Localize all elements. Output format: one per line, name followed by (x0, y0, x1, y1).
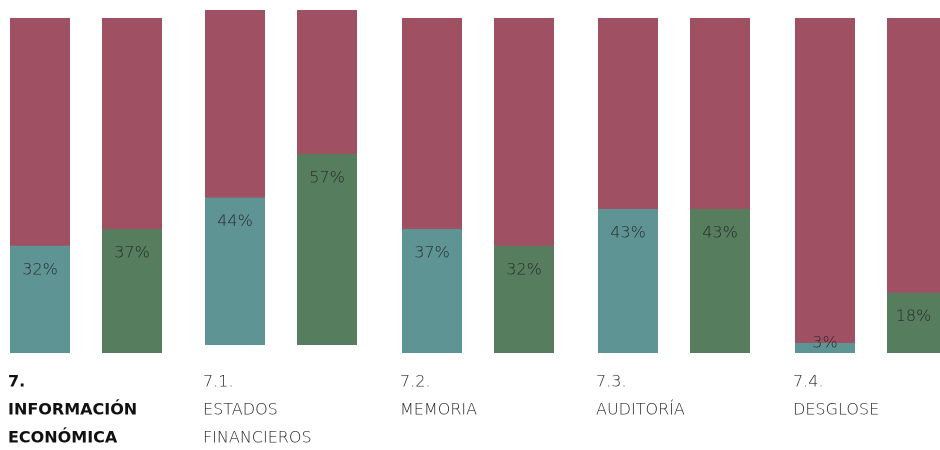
value-label: 44% (217, 211, 253, 230)
bar (887, 292, 940, 353)
category-label: 7.4. (793, 372, 824, 391)
category-label: INFORMACIÓN (8, 400, 137, 419)
category-label: DESGLOSE (793, 400, 879, 419)
bar (690, 208, 750, 353)
bar (297, 154, 357, 345)
bar (494, 245, 554, 353)
category-label: AUDITORÍA (596, 400, 685, 419)
bar (795, 342, 855, 353)
value-label: 43% (610, 222, 646, 241)
bar (598, 208, 658, 353)
bar (402, 229, 462, 353)
bar (10, 245, 70, 353)
bar-remainder (795, 18, 855, 353)
value-label: 32% (22, 259, 58, 278)
category-label: 7.2. (400, 372, 431, 391)
category-label: 7.3. (596, 372, 627, 391)
value-label: 3% (812, 333, 837, 352)
category-label: ECONÓMICA (8, 428, 118, 447)
value-label: 43% (702, 222, 738, 241)
category-label: 7.1. (203, 372, 234, 391)
category-label: MEMORIA (400, 400, 477, 419)
category-label: 7. (8, 372, 25, 391)
value-label: 18% (896, 306, 932, 325)
bar (102, 229, 162, 353)
bar (205, 197, 265, 345)
category-label: FINANCIEROS (203, 428, 312, 447)
value-label: 37% (414, 243, 450, 262)
value-label: 57% (309, 168, 345, 187)
category-label: ESTADOS (203, 400, 278, 419)
value-label: 32% (506, 259, 542, 278)
value-label: 37% (114, 243, 150, 262)
